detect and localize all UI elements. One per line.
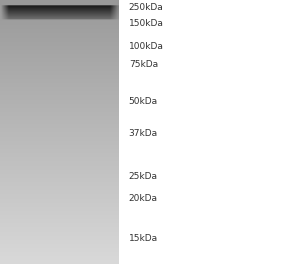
Text: 75kDa: 75kDa (129, 60, 158, 69)
Text: 150kDa: 150kDa (129, 19, 164, 28)
Text: 37kDa: 37kDa (129, 129, 158, 138)
Text: 25kDa: 25kDa (129, 172, 158, 181)
Text: 100kDa: 100kDa (129, 42, 164, 51)
Text: 250kDa: 250kDa (129, 3, 164, 12)
Text: 20kDa: 20kDa (129, 194, 158, 203)
Text: 15kDa: 15kDa (129, 234, 158, 243)
Text: 50kDa: 50kDa (129, 97, 158, 106)
